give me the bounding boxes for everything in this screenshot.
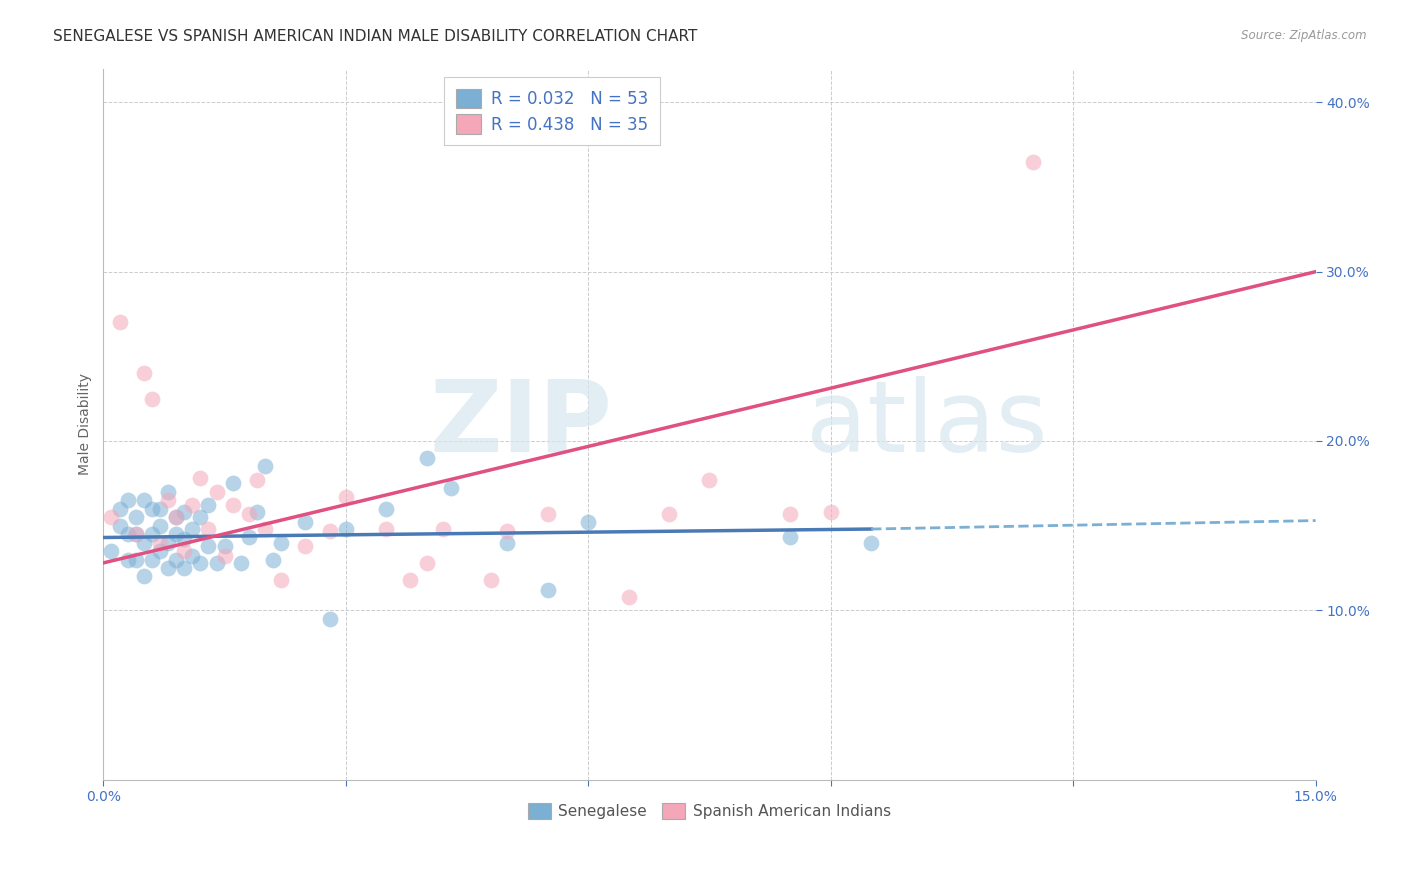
Point [375,501,398,516]
Y-axis label: Male Disability: Male Disability [79,373,93,475]
Point [173,544,195,558]
Point [479,573,502,587]
Point [270,573,292,587]
Point [165,510,187,524]
Point [157,493,180,508]
Point [173,505,195,519]
Point [246,473,269,487]
Point [149,535,172,549]
Point [190,471,212,485]
Point [141,527,163,541]
Text: ZIP: ZIP [430,376,613,473]
Point [238,507,260,521]
Point [117,493,139,508]
Point [246,505,269,519]
Point [108,316,131,330]
Point [197,522,219,536]
Point [253,459,276,474]
Point [496,535,519,549]
Text: atlas: atlas [807,376,1047,473]
Point [125,510,148,524]
Point [399,573,422,587]
Point [108,501,131,516]
Point [1022,154,1045,169]
Point [658,507,681,521]
Point [190,510,212,524]
Point [238,531,260,545]
Point [432,522,454,536]
Point [205,484,228,499]
Point [221,476,243,491]
Point [440,482,463,496]
Point [190,556,212,570]
Point [149,518,172,533]
Point [181,499,204,513]
Point [270,535,292,549]
Point [318,612,340,626]
Point [132,493,155,508]
Point [125,527,148,541]
Point [375,522,398,536]
Point [149,501,172,516]
Point [132,535,155,549]
Point [221,499,243,513]
Point [141,501,163,516]
Point [141,552,163,566]
Point [157,561,180,575]
Point [117,527,139,541]
Point [100,510,122,524]
Point [253,522,276,536]
Point [335,490,357,504]
Point [214,539,236,553]
Point [108,518,131,533]
Point [820,505,842,519]
Point [157,484,180,499]
Text: SENEGALESE VS SPANISH AMERICAN INDIAN MALE DISABILITY CORRELATION CHART: SENEGALESE VS SPANISH AMERICAN INDIAN MA… [53,29,697,45]
Point [779,531,801,545]
Point [197,499,219,513]
Point [181,522,204,536]
Point [197,539,219,553]
Point [576,515,599,529]
Point [699,473,721,487]
Point [229,556,252,570]
Point [100,544,122,558]
Point [132,366,155,380]
Point [415,450,437,465]
Point [262,552,284,566]
Point [132,569,155,583]
Point [537,582,560,597]
Point [860,535,883,549]
Point [318,524,340,538]
Point [335,522,357,536]
Point [173,561,195,575]
Legend: Senegalese, Spanish American Indians: Senegalese, Spanish American Indians [522,797,897,825]
Point [415,556,437,570]
Point [125,527,148,541]
Point [141,392,163,406]
Point [149,544,172,558]
Point [294,539,316,553]
Text: Source: ZipAtlas.com: Source: ZipAtlas.com [1241,29,1367,43]
Point [157,535,180,549]
Point [294,515,316,529]
Point [173,532,195,546]
Point [214,549,236,563]
Point [205,556,228,570]
Point [181,549,204,563]
Point [537,507,560,521]
Point [165,527,187,541]
Point [496,524,519,538]
Point [125,552,148,566]
Point [779,507,801,521]
Point [165,552,187,566]
Point [117,552,139,566]
Point [617,590,640,604]
Point [165,510,187,524]
